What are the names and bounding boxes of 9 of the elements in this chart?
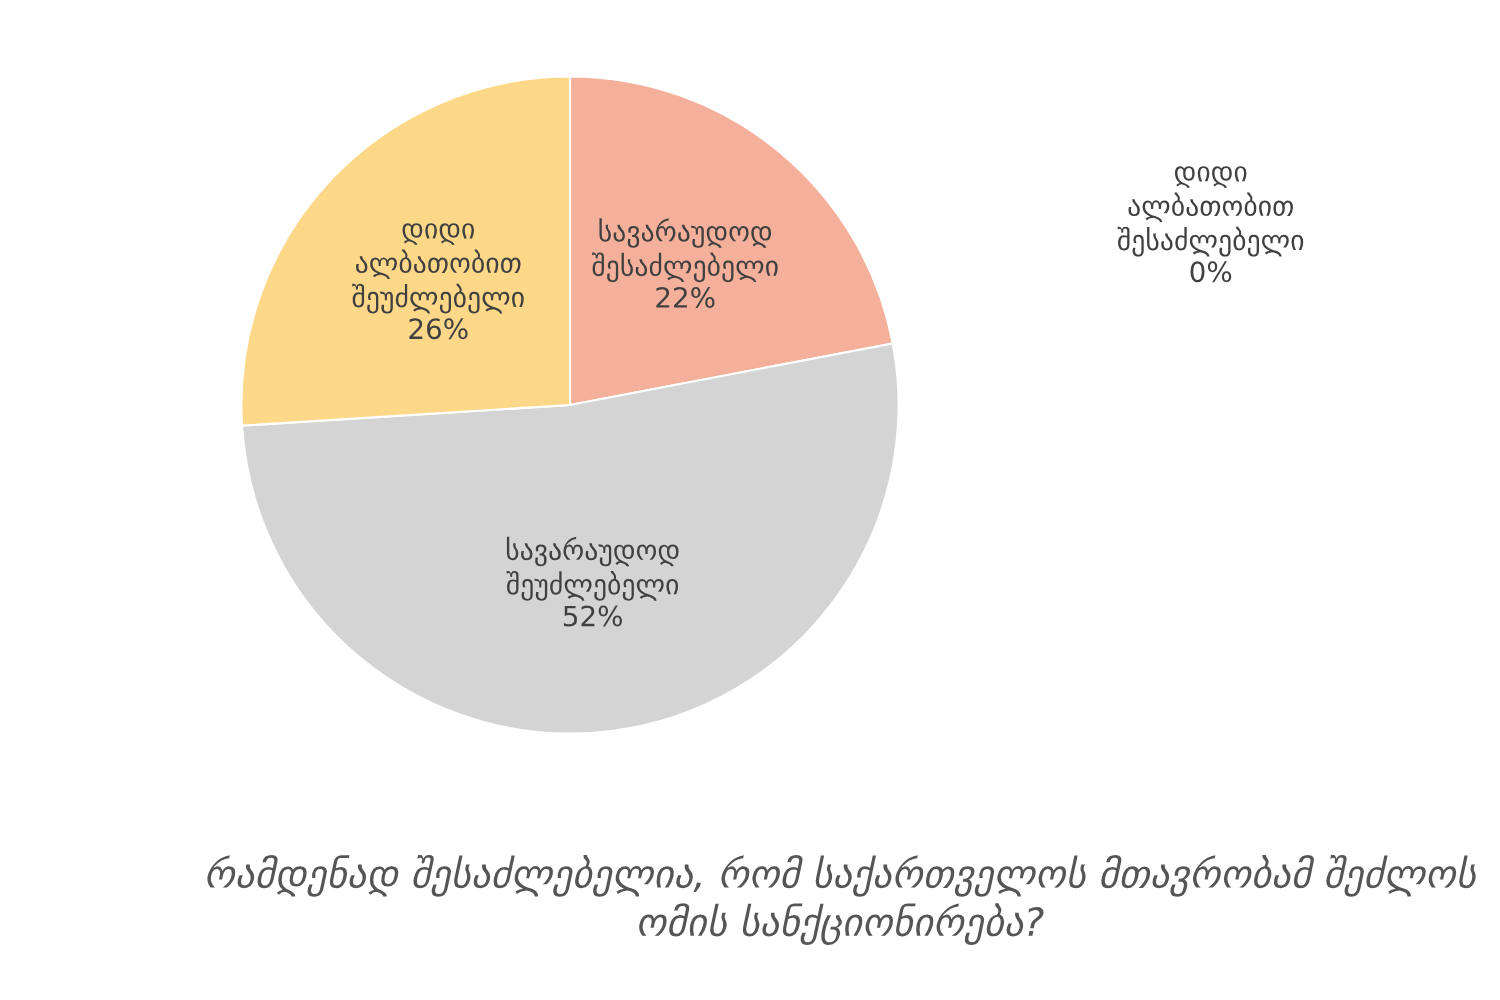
data-label: 26%	[409, 318, 468, 340]
slice-label: სავარაუდოდ შეუძლებელი	[506, 536, 679, 601]
slice-label: დიდი ალბათობით შეუძლებელი	[352, 223, 524, 314]
category-label: დიდი ალბათობით შესაძლებელი	[1117, 166, 1304, 257]
text: რამდენად შესაძლებელია, რომ საქართველოს მთავრობამ შეძლოს ომის სანქციონირება?	[207, 855, 1476, 945]
data-label: 22%	[656, 286, 715, 308]
text: 0%	[1190, 261, 1232, 283]
data-label: 52%	[563, 605, 622, 627]
slice-label: სავარაუდოდ შესაძლებელი	[592, 218, 778, 283]
